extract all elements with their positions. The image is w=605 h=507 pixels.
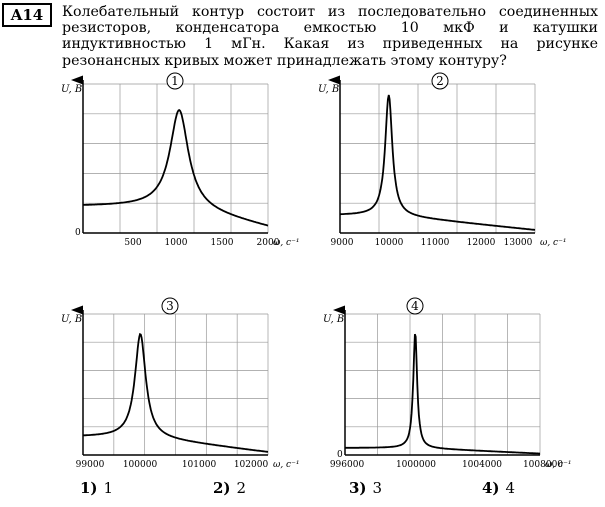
answer-number: 1)	[80, 479, 98, 497]
chart-4-ylabel: U, В	[323, 314, 344, 325]
question-text: Колебательный контур состоит из последов…	[62, 4, 598, 69]
chart-2-badge-circle	[431, 72, 449, 90]
chart-1-badge-circle	[166, 72, 184, 90]
chart-4-badge: 4	[411, 299, 419, 313]
answer-number: 4)	[482, 479, 500, 497]
chart-3-xlabel: ω, с⁻¹	[273, 460, 299, 470]
x-tick-label: 100000	[123, 460, 158, 470]
chart-2-xlabel: ω, с⁻¹	[540, 238, 566, 248]
question-number: A14	[2, 3, 52, 27]
chart-3-curve	[82, 332, 269, 453]
chart-3-tick-labels: 99000 100000 101000 102000	[76, 460, 269, 470]
chart-2-grid	[340, 83, 536, 233]
answer-text: 2	[236, 479, 247, 497]
chart-3-badge-circle	[161, 297, 179, 315]
charts-figure: 1 U, В ω, с⁻¹ 0 500 1000 1500 2000 2 U, В ω…	[61, 72, 571, 470]
answer-options: 1) 1 2) 2 3) 3 4) 4	[0, 479, 605, 501]
chart-3: 3 U, В ω, с⁻¹ 99000 100000 101000 102000	[61, 297, 299, 470]
chart-1-grid	[83, 83, 269, 233]
x-tick-label: 2000	[257, 238, 280, 248]
x-tick-label: 1008000	[523, 460, 563, 470]
chart-3-ylabel: U, В	[61, 314, 82, 325]
x-tick-label: 1000	[165, 238, 188, 248]
chart-1: 1 U, В ω, с⁻¹ 0 500 1000 1500 2000	[61, 72, 299, 248]
x-tick-label: 996000	[330, 460, 365, 470]
x-tick-label: 500	[124, 238, 141, 248]
answer-number: 2)	[213, 479, 231, 497]
x-tick-label: 1004000	[462, 460, 502, 470]
x-tick-label: 1000000	[396, 460, 436, 470]
answer-text: 3	[372, 479, 383, 497]
chart-2-tick-labels: 9000 10000 11000 12000 13000	[331, 238, 533, 248]
x-tick-label: 11000	[421, 238, 450, 248]
chart-3-badge: 3	[166, 299, 174, 313]
x-tick-label: 9000	[331, 238, 354, 248]
chart-4-xlabel: ω, с⁻¹	[545, 460, 571, 470]
chart-4-tick-labels: 996000 1000000 1004000 1008000	[330, 460, 563, 470]
chart-1-badge: 1	[171, 74, 179, 88]
answer-option-4[interactable]: 4) 4	[482, 479, 515, 497]
chart-4: 4 U, В ω, с⁻¹ 0 996000 1000000 1004000 1008…	[323, 297, 571, 470]
chart-2-badge: 2	[436, 74, 444, 88]
chart-4-origin-label: 0	[337, 450, 343, 460]
x-tick-label: 102000	[234, 460, 269, 470]
chart-2-curve	[340, 94, 536, 231]
x-tick-label: 10000	[375, 238, 404, 248]
answer-option-2[interactable]: 2) 2	[213, 479, 246, 497]
chart-2-ylabel: U, В	[318, 84, 339, 95]
chart-4-grid	[345, 313, 541, 455]
chart-1-tick-labels: 500 1000 1500 2000	[124, 238, 279, 248]
chart-1-origin-label: 0	[75, 228, 81, 238]
x-tick-label: 99000	[76, 460, 105, 470]
chart-1-xlabel: ω, с⁻¹	[273, 238, 299, 248]
answer-text: 4	[505, 479, 516, 497]
x-tick-label: 1500	[211, 238, 234, 248]
answer-option-1[interactable]: 1) 1	[80, 479, 113, 497]
chart-1-ylabel: U, В	[61, 84, 82, 95]
chart-1-curve	[83, 109, 269, 227]
answer-option-3[interactable]: 3) 3	[349, 479, 382, 497]
chart-3-grid	[83, 313, 269, 455]
chart-2: 2 U, В ω, с⁻¹ 9000 10000 11000 12000 13000	[318, 72, 566, 248]
answer-number: 3)	[349, 479, 367, 497]
x-tick-label: 101000	[182, 460, 217, 470]
answer-text: 1	[103, 479, 114, 497]
chart-4-curve	[345, 333, 540, 455]
x-tick-label: 12000	[467, 238, 496, 248]
x-tick-label: 13000	[504, 238, 533, 248]
chart-4-badge-circle	[406, 297, 424, 315]
